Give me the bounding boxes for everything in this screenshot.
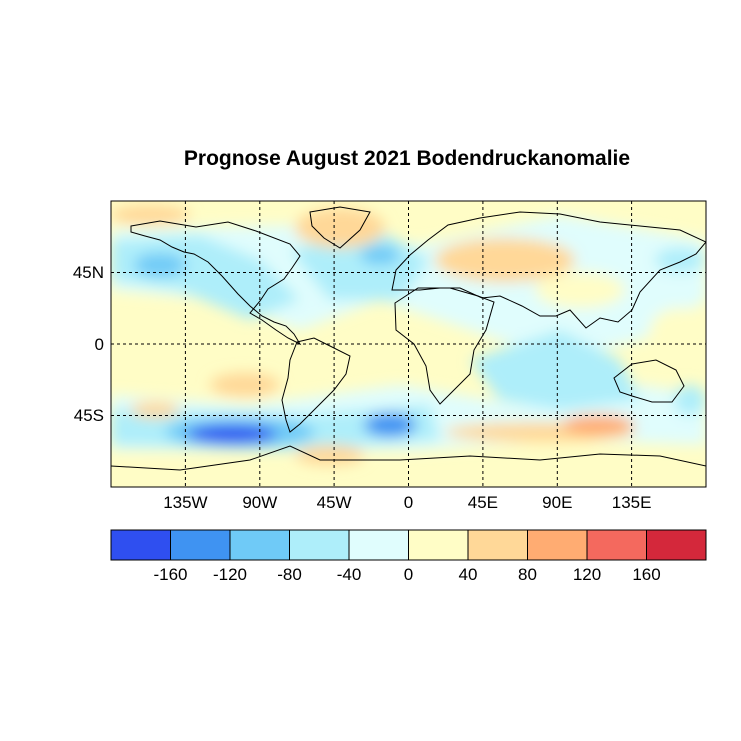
lon-tick-label: 0 [404,493,413,512]
lat-axis: 45N 0 45S [73,263,104,425]
anomaly-positive-core [435,238,575,282]
anomaly-positive-core [650,308,706,352]
antarctica-coast [111,445,706,471]
anomaly-negative-core [187,425,277,443]
colorbar-swatch [527,529,588,561]
africa-coast [394,287,495,405]
colorbar-swatch [289,529,350,561]
anomaly-negative-core [655,248,705,272]
anomaly-positive-core [130,402,180,418]
anomaly-negative-core [360,245,400,265]
lon-axis: 135W 90W 45W 0 45E 90E 135E [163,493,651,512]
colorbar-swatch [110,529,171,561]
map-panel [111,201,706,487]
anomaly-positive-core [535,272,625,308]
eurasia-coast [391,211,706,329]
colorbar-swatch [170,529,231,561]
anomaly-positive-core [295,445,365,465]
lon-tick-label: 135W [163,493,207,512]
colorbar-tick-label: -40 [337,565,362,584]
lon-tick-label: 90E [542,493,572,512]
lat-tick-label: 45S [74,406,104,425]
anomaly-negative-band [290,230,430,300]
colorbar-tick-label: -120 [213,565,247,584]
colorbar-tick-label: 40 [459,565,478,584]
anomaly-negative-core [134,253,186,277]
lon-tick-label: 90W [242,493,277,512]
map-frame [110,200,707,488]
anomaly-positive-core [295,208,385,248]
colorbar-swatch [229,529,290,561]
lat-tick-label: 0 [95,335,104,354]
colorbar-tick-label: 120 [573,565,601,584]
lon-tick-label: 45E [468,493,498,512]
colorbar-tick-label: -160 [153,565,187,584]
colorbar-tick-label: 0 [404,565,413,584]
colorbar-swatch [348,529,409,561]
anomaly-positive-core [210,373,280,397]
anomaly-positive-core [562,415,634,435]
anomaly-negative-band [470,330,640,410]
colorbar-tick-label: 80 [518,565,537,584]
colorbar-swatch [408,529,469,561]
greenland-coast [309,206,371,249]
anomaly-positive-core [111,205,190,225]
lat-tick-label: 45N [73,263,104,282]
australia-coast [613,359,685,403]
colorbar-swatch [467,529,528,561]
south-america-coast [281,337,351,433]
lon-tick-label: 45W [317,493,352,512]
colorbar-tick-label: 160 [632,565,660,584]
anomaly-negative-core [364,413,416,437]
colorbar-tick-label: -80 [277,565,302,584]
coastlines [111,206,706,471]
colorbar: -160 -120 -80 -40 0 40 80 120 160 [110,529,707,584]
anomaly-negative-core [674,385,706,415]
map-title: Prognose August 2021 Bodendruckanomalie [184,147,630,170]
lon-tick-label: 135E [612,493,652,512]
colorbar-swatch [646,529,707,561]
colorbar-swatch [586,529,647,561]
